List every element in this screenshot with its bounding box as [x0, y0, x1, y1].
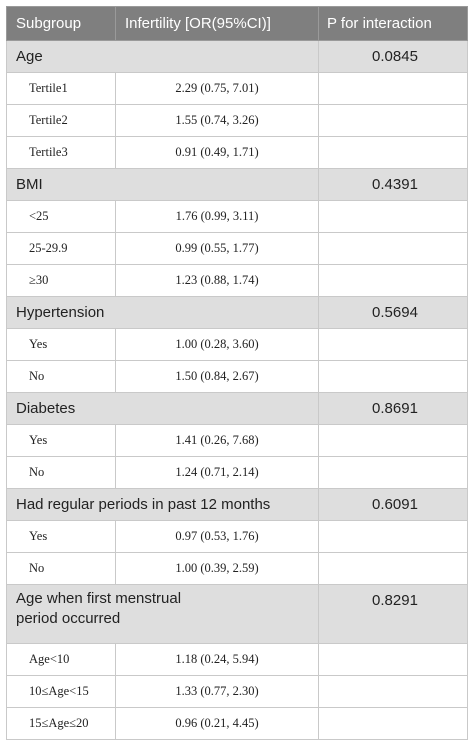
- subgroup-label: <25: [6, 200, 116, 233]
- subgroup-label: Tertile2: [6, 104, 116, 137]
- group-row-age: Age 0.0845: [6, 40, 468, 73]
- group-row-diabetes: Diabetes 0.8691: [6, 392, 468, 425]
- group-p-value: 0.8291: [318, 584, 468, 644]
- empty-cell: [318, 520, 468, 553]
- or-value: 1.76 (0.99, 3.11): [115, 200, 319, 233]
- group-label: Age when first menstrual period occurred: [6, 584, 319, 644]
- subgroup-label: Yes: [6, 424, 116, 457]
- subgroup-label: 25-29.9: [6, 232, 116, 265]
- empty-cell: [318, 360, 468, 393]
- empty-cell: [318, 104, 468, 137]
- group-p-value: 0.8691: [318, 392, 468, 425]
- group-label: BMI: [6, 168, 319, 201]
- table-row: Tertile2 1.55 (0.74, 3.26): [6, 104, 468, 137]
- header-p-interaction: P for interaction: [318, 6, 468, 41]
- table-row: Yes 1.41 (0.26, 7.68): [6, 424, 468, 457]
- group-label: Had regular periods in past 12 months: [6, 488, 319, 521]
- table-row: <25 1.76 (0.99, 3.11): [6, 200, 468, 233]
- table-row: Tertile1 2.29 (0.75, 7.01): [6, 72, 468, 105]
- empty-cell: [318, 424, 468, 457]
- subgroup-label: 15≤Age≤20: [6, 707, 116, 740]
- header-subgroup: Subgroup: [6, 6, 116, 41]
- group-p-value: 0.6091: [318, 488, 468, 521]
- subgroup-label: ≥30: [6, 264, 116, 297]
- or-value: 0.91 (0.49, 1.71): [115, 136, 319, 169]
- or-value: 0.97 (0.53, 1.76): [115, 520, 319, 553]
- subgroup-label: Tertile3: [6, 136, 116, 169]
- table-row: No 1.24 (0.71, 2.14): [6, 456, 468, 489]
- empty-cell: [318, 200, 468, 233]
- table-row: Yes 0.97 (0.53, 1.76): [6, 520, 468, 553]
- group-p-value: 0.0845: [318, 40, 468, 73]
- or-value: 2.29 (0.75, 7.01): [115, 72, 319, 105]
- group-p-value: 0.5694: [318, 296, 468, 329]
- table-row: ≥30 1.23 (0.88, 1.74): [6, 264, 468, 297]
- empty-cell: [318, 136, 468, 169]
- empty-cell: [318, 72, 468, 105]
- empty-cell: [318, 328, 468, 361]
- group-label: Age: [6, 40, 319, 73]
- group-row-menarche-age: Age when first menstrual period occurred …: [6, 584, 468, 644]
- group-label: Diabetes: [6, 392, 319, 425]
- table-row: Yes 1.00 (0.28, 3.60): [6, 328, 468, 361]
- or-value: 1.23 (0.88, 1.74): [115, 264, 319, 297]
- header-row: Subgroup Infertility [OR(95%CI)] P for i…: [6, 6, 468, 41]
- table-row: 15≤Age≤20 0.96 (0.21, 4.45): [6, 707, 468, 740]
- table-row: No 1.50 (0.84, 2.67): [6, 360, 468, 393]
- header-infertility: Infertility [OR(95%CI)]: [115, 6, 319, 41]
- empty-cell: [318, 456, 468, 489]
- or-value: 1.50 (0.84, 2.67): [115, 360, 319, 393]
- group-label-line1: Age when first menstrual: [16, 590, 182, 607]
- or-value: 1.55 (0.74, 3.26): [115, 104, 319, 137]
- group-row-regular-periods: Had regular periods in past 12 months 0.…: [6, 488, 468, 521]
- group-p-value: 0.4391: [318, 168, 468, 201]
- group-label: Hypertension: [6, 296, 319, 329]
- or-value: 0.96 (0.21, 4.45): [115, 707, 319, 740]
- or-value: 0.99 (0.55, 1.77): [115, 232, 319, 265]
- table-row: Tertile3 0.91 (0.49, 1.71): [6, 136, 468, 169]
- or-value: 1.33 (0.77, 2.30): [115, 675, 319, 708]
- subgroup-label: Age<10: [6, 643, 116, 676]
- or-value: 1.18 (0.24, 5.94): [115, 643, 319, 676]
- subgroup-label: No: [6, 552, 116, 585]
- subgroup-table: Subgroup Infertility [OR(95%CI)] P for i…: [6, 6, 468, 740]
- subgroup-label: Yes: [6, 520, 116, 553]
- table-row: Age<10 1.18 (0.24, 5.94): [6, 643, 468, 676]
- group-label-line2: period occurred: [16, 610, 121, 627]
- or-value: 1.41 (0.26, 7.68): [115, 424, 319, 457]
- subgroup-label: No: [6, 360, 116, 393]
- empty-cell: [318, 232, 468, 265]
- subgroup-label: 10≤Age<15: [6, 675, 116, 708]
- empty-cell: [318, 675, 468, 708]
- or-value: 1.00 (0.28, 3.60): [115, 328, 319, 361]
- or-value: 1.24 (0.71, 2.14): [115, 456, 319, 489]
- table-row: No 1.00 (0.39, 2.59): [6, 552, 468, 585]
- subgroup-label: Yes: [6, 328, 116, 361]
- or-value: 1.00 (0.39, 2.59): [115, 552, 319, 585]
- empty-cell: [318, 707, 468, 740]
- empty-cell: [318, 643, 468, 676]
- table-row: 25-29.9 0.99 (0.55, 1.77): [6, 232, 468, 265]
- subgroup-label: Tertile1: [6, 72, 116, 105]
- group-row-bmi: BMI 0.4391: [6, 168, 468, 201]
- subgroup-label: No: [6, 456, 116, 489]
- table-row: 10≤Age<15 1.33 (0.77, 2.30): [6, 675, 468, 708]
- empty-cell: [318, 552, 468, 585]
- empty-cell: [318, 264, 468, 297]
- group-row-hypertension: Hypertension 0.5694: [6, 296, 468, 329]
